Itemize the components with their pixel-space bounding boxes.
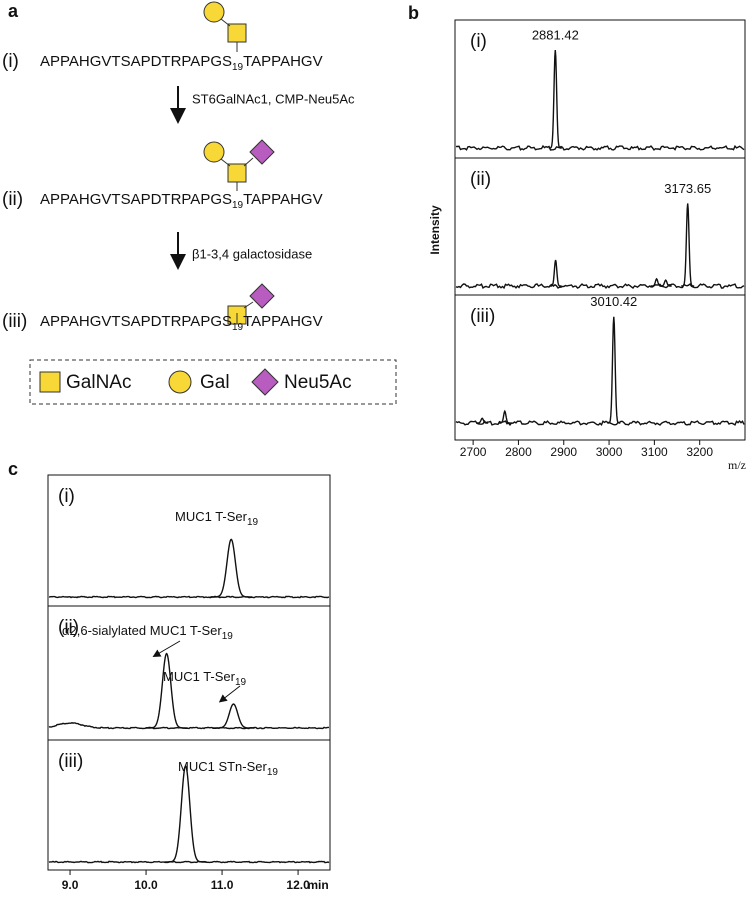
x-tick-label: 3000 <box>596 445 623 459</box>
x-tick-label: 2700 <box>460 445 487 459</box>
legend-label: GalNAc <box>66 372 131 393</box>
legend-box <box>29 359 397 405</box>
peak-annotation-sub: 19 <box>247 517 259 528</box>
trace-label: (i) <box>58 486 75 507</box>
sequence-part: TAPPAHGV <box>243 191 322 208</box>
peak-annotation-main: MUC1 T-Ser <box>163 669 236 684</box>
x-tick-label: 3200 <box>686 445 713 459</box>
trace-label: (ii) <box>470 169 491 190</box>
glycan-i <box>203 1 247 52</box>
peak <box>548 50 562 149</box>
step-label: (iii) <box>2 311 27 332</box>
x-tick-label: 12.0 <box>286 878 310 892</box>
minor-peak <box>476 417 489 424</box>
glycan-iii <box>227 283 275 325</box>
ms-frame <box>454 19 746 441</box>
x-axis-label: min <box>307 878 328 892</box>
peak <box>210 538 253 598</box>
minor-peak <box>659 279 672 287</box>
x-tick-label: 9.0 <box>62 878 79 892</box>
peak-label: 2881.42 <box>532 27 579 42</box>
sequence-part: APPAHGVTSAPDTRPAPGS <box>40 53 232 70</box>
trace-label: (iii) <box>470 306 495 327</box>
x-tick-label: 10.0 <box>134 878 158 892</box>
x-tick-label: 2800 <box>505 445 532 459</box>
peak-annotation-sub: 19 <box>267 767 279 778</box>
legend-label: Gal <box>200 372 230 393</box>
step-label: (ii) <box>2 189 23 210</box>
peak-annotation: MUC1 T-Ser19 <box>163 669 247 687</box>
peak <box>145 652 188 729</box>
panel-label: c <box>8 459 18 479</box>
baseline <box>48 860 330 864</box>
peak-annotation-main: MUC1 T-Ser <box>175 509 248 524</box>
x-tick-label: 11.0 <box>211 878 234 892</box>
panel-label: b <box>408 3 419 23</box>
panel-label: a <box>8 1 19 21</box>
legend-circle <box>168 370 192 394</box>
trace-label: (ii) <box>58 617 79 638</box>
legend-diamond <box>251 368 279 396</box>
legend-label: Neu5Ac <box>284 372 352 393</box>
peak <box>681 203 695 287</box>
peptide-sequence: APPAHGVTSAPDTRPAPGS19TAPPAHGV <box>40 53 323 73</box>
x-axis-label: m/z <box>728 458 746 472</box>
peak-label: 3173.65 <box>664 181 711 196</box>
peak <box>164 764 207 863</box>
x-tick-label: 3100 <box>641 445 668 459</box>
x-tick-label: 2900 <box>550 445 577 459</box>
peak-annotation-sub: 19 <box>235 677 247 688</box>
peak <box>607 316 621 424</box>
peak <box>212 703 255 729</box>
minor-peak <box>549 259 562 287</box>
peak-annotation: α2,6-sialylated MUC1 T-Ser19 <box>62 623 233 641</box>
trace-label: (i) <box>470 31 487 52</box>
sequence-part: TAPPAHGV <box>243 53 322 70</box>
trace-label: (iii) <box>58 751 83 772</box>
minor-peak <box>498 409 511 424</box>
sequence-part: TAPPAHGV <box>243 313 322 330</box>
peak-annotation-sub: 19 <box>222 631 234 642</box>
sequence-sub: 19 <box>232 200 244 211</box>
sequence-sub: 19 <box>232 62 244 73</box>
peak-annotation-main: α2,6-sialylated MUC1 T-Ser <box>62 623 222 638</box>
baseline <box>48 722 329 730</box>
baseline <box>49 595 330 599</box>
sequence-part: APPAHGVTSAPDTRPAPGS <box>40 191 232 208</box>
baseline-noise <box>455 419 745 427</box>
hplc-frame <box>47 474 331 871</box>
reaction-label: β1-3,4 galactosidase <box>192 246 312 261</box>
peak-annotation: MUC1 T-Ser19 <box>175 509 259 527</box>
peak-annotation-main: MUC1 STn-Ser <box>178 759 268 774</box>
step-label: (i) <box>2 51 19 72</box>
baseline-noise <box>455 283 745 290</box>
baseline-noise <box>456 144 745 151</box>
annotation-arrow <box>218 685 241 703</box>
sequence-part: APPAHGVTSAPDTRPAPGS <box>40 313 232 330</box>
annotation-arrow <box>152 640 181 658</box>
sequence-sub: 19 <box>232 322 244 333</box>
reaction-label: ST6GalNAc1, CMP-Neu5Ac <box>192 91 355 106</box>
legend-square <box>39 371 61 393</box>
y-axis-label: Intensity <box>428 205 442 255</box>
peak-label: 3010.42 <box>590 294 637 309</box>
peptide-sequence: APPAHGVTSAPDTRPAPGS19TAPPAHGV <box>40 191 323 211</box>
peak-annotation: MUC1 STn-Ser19 <box>178 759 278 777</box>
glycan-ii <box>203 139 275 191</box>
peptide-sequence: APPAHGVTSAPDTRPAPGS19TAPPAHGV <box>40 313 323 333</box>
